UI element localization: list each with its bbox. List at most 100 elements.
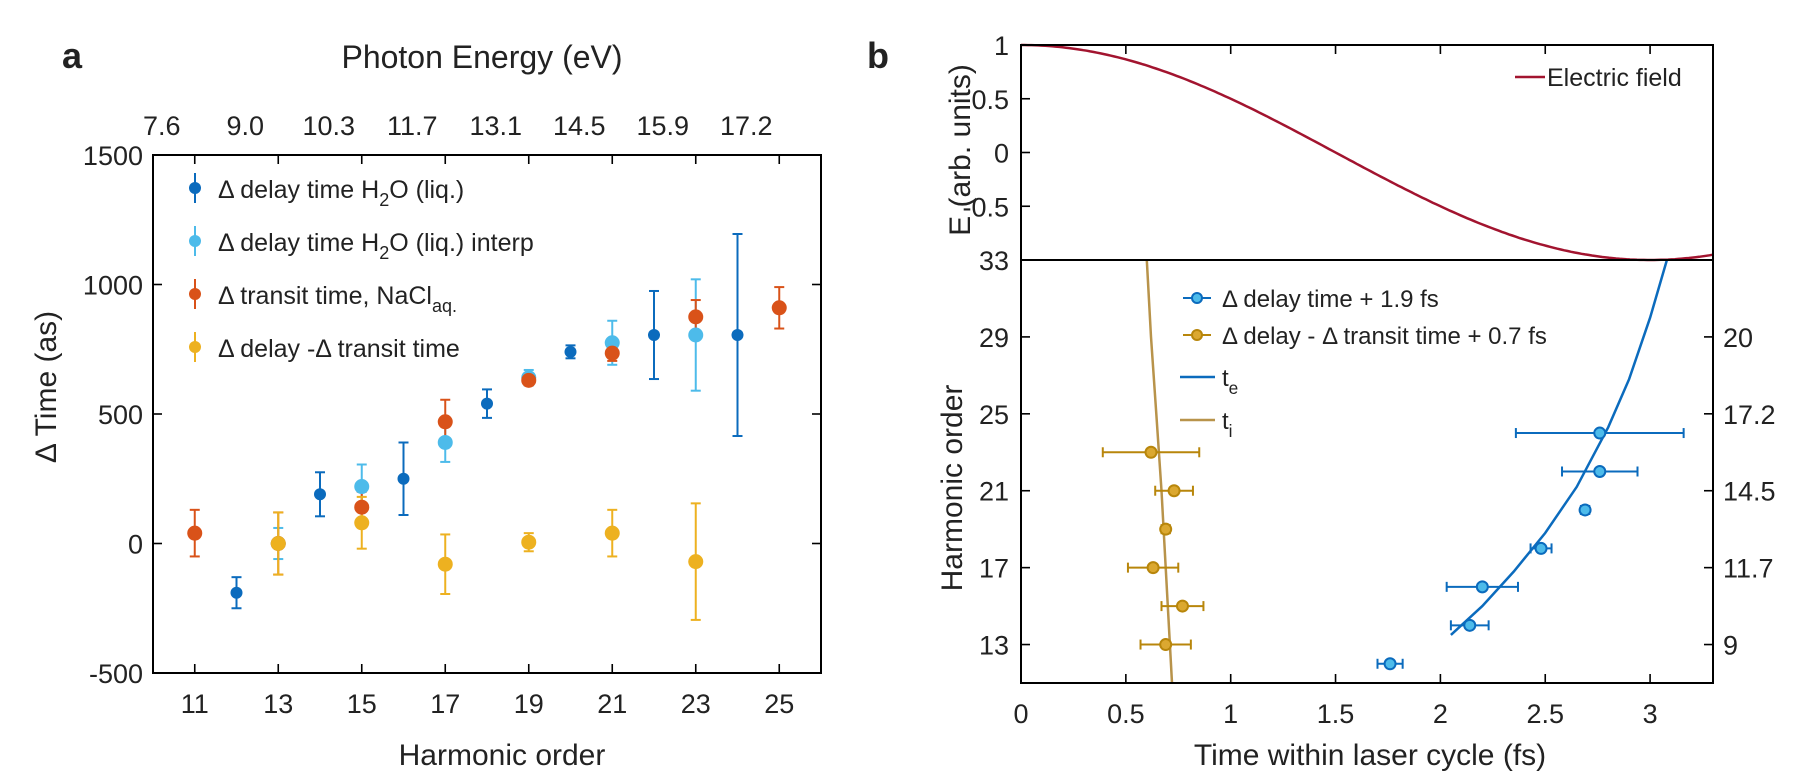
- data-point: [1463, 618, 1477, 632]
- legend-marker: [189, 235, 201, 247]
- ti-curve: [1145, 259, 1174, 684]
- data-point: [230, 586, 243, 599]
- panel-a-label: a: [62, 35, 83, 76]
- x-tick-label: 1: [1223, 699, 1238, 729]
- top-y-tick-label: 0: [994, 139, 1009, 169]
- panel-b-ticks: 1 0.5 0 -0.5 0 0.5 1 1.5 2 2.5 3 13 17 21 25 29 33 9 11.7 1…: [962, 31, 1775, 729]
- right-tick-label: 9: [1723, 631, 1738, 661]
- x-tick-label: 11: [181, 689, 209, 719]
- data-point: [604, 345, 620, 361]
- panel-a-frame: [152, 154, 822, 674]
- data-point: [437, 556, 453, 572]
- panel-b-legend: Electric field Δ delay time + 1.9 fs Δ del…: [1180, 64, 1682, 441]
- top-tick-label: 13.1: [469, 111, 522, 141]
- panel-b-bottom-y-axis-label: Harmonic order: [936, 385, 969, 592]
- top-tick-label: 17.2: [720, 111, 773, 141]
- data-point: [688, 309, 704, 325]
- right-tick-label: 11.7: [1723, 554, 1774, 584]
- data-point: [688, 554, 704, 570]
- x-tick-label: 3: [1643, 699, 1658, 729]
- data-point: [1167, 484, 1181, 498]
- data-point: [397, 472, 410, 485]
- x-tick-label: 0.5: [1107, 699, 1145, 729]
- data-point: [481, 397, 493, 410]
- top-y-tick-label: 1: [994, 31, 1009, 61]
- data-point: [270, 536, 286, 551]
- data-point: [354, 499, 370, 515]
- panel-a-y-axis-label: Δ Time (as): [30, 311, 63, 463]
- y-tick-label: 0: [128, 530, 143, 560]
- x-tick-label: 2.5: [1526, 699, 1564, 729]
- x-tick-label: 2: [1433, 699, 1448, 729]
- data-point: [1534, 541, 1548, 555]
- legend-label: Δ delay time H2O (liq.) interp: [218, 229, 534, 263]
- panel-b-bottom-frame: [1020, 259, 1714, 684]
- panel-b-points: [1144, 426, 1607, 671]
- data-point: [1578, 503, 1592, 517]
- data-point: [564, 345, 577, 358]
- legend-label: Δ delay time + 1.9 fs: [1222, 286, 1439, 313]
- x-tick-label: 23: [681, 689, 711, 719]
- legend-label: Δ delay - Δ transit time + 0.7 fs: [1222, 323, 1547, 350]
- legend-label: Δ transit time, NaClaq.: [218, 282, 457, 316]
- x-tick-label: 21: [597, 689, 627, 719]
- data-point: [771, 300, 787, 316]
- y-tick-label: 1000: [83, 271, 143, 301]
- data-point: [314, 488, 326, 501]
- data-point: [354, 479, 370, 495]
- y-tick-label: 25: [979, 400, 1009, 430]
- top-tick-label: 10.3: [302, 111, 355, 141]
- y-tick-label: 1500: [83, 141, 143, 171]
- top-tick-label: 14.5: [553, 111, 606, 141]
- x-tick-label: 25: [764, 689, 794, 719]
- top-y-tick-label: -0.5: [962, 192, 1009, 222]
- data-point: [437, 434, 453, 450]
- top-y-tick-label: 0.5: [971, 85, 1009, 115]
- x-tick-label: 0: [1013, 699, 1028, 729]
- panel-b-x-axis-label: Time within laser cycle (fs): [1194, 739, 1546, 772]
- panel-a-ticks: 11 7.6 13 9.0 15 10.3 17 11.7 19 13.1 21 14.5 23 15.9…: [83, 111, 821, 719]
- legend-label: Δ delay -Δ transit time: [218, 335, 460, 363]
- legend-marker: [189, 341, 201, 353]
- legend-marker: [1191, 292, 1203, 304]
- y-tick-label: 21: [979, 477, 1009, 507]
- legend-marker: [189, 182, 201, 194]
- data-point: [731, 329, 744, 342]
- panel-a: a Photon Energy (eV) Harmonic order Δ Ti…: [30, 35, 822, 772]
- legend-label: te: [1222, 365, 1238, 398]
- panel-a-x-axis-label: Harmonic order: [399, 739, 606, 772]
- panel-b-label: b: [867, 35, 889, 76]
- legend-label: Electric field: [1547, 64, 1682, 92]
- electric-field-line: [1021, 43, 1714, 262]
- top-tick-label: 11.7: [387, 111, 438, 141]
- legend-label: ti: [1222, 408, 1233, 441]
- y-tick-label: 33: [979, 246, 1009, 276]
- data-point: [1146, 561, 1160, 575]
- data-point: [521, 372, 537, 388]
- x-tick-label: 17: [430, 689, 460, 719]
- panel-a-points: [187, 300, 787, 599]
- right-tick-label: 14.5: [1723, 477, 1776, 507]
- data-point: [437, 414, 453, 430]
- data-point: [1383, 657, 1397, 671]
- data-point: [604, 525, 620, 541]
- data-point: [688, 327, 704, 343]
- data-point: [1593, 465, 1607, 478]
- data-point: [648, 329, 660, 342]
- right-tick-label: 17.2: [1723, 400, 1776, 430]
- x-tick-label: 15: [347, 689, 377, 719]
- y-tick-label: 500: [98, 400, 143, 430]
- x-tick-label: 13: [263, 689, 293, 719]
- panel-b-lines: [1021, 43, 1714, 684]
- te-curve: [1450, 259, 1669, 636]
- right-tick-label: 20: [1723, 323, 1753, 353]
- data-point: [1175, 599, 1189, 613]
- data-point: [1144, 445, 1158, 459]
- data-point: [187, 525, 203, 541]
- y-tick-label: 13: [979, 631, 1009, 661]
- legend-label: Δ delay time H2O (liq.): [218, 176, 464, 210]
- top-tick-label: 15.9: [636, 111, 689, 141]
- legend-marker: [1191, 329, 1203, 341]
- y-tick-label: -500: [89, 659, 143, 689]
- panel-a-top-axis-title: Photon Energy (eV): [341, 39, 622, 75]
